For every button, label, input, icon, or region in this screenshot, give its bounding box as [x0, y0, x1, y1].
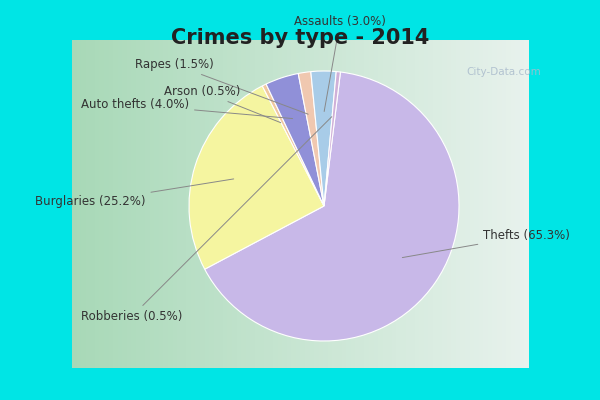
Text: Rapes (1.5%): Rapes (1.5%)	[134, 58, 308, 114]
Wedge shape	[205, 72, 459, 341]
Text: Auto thefts (4.0%): Auto thefts (4.0%)	[81, 98, 293, 118]
Wedge shape	[266, 74, 324, 206]
Text: Assaults (3.0%): Assaults (3.0%)	[294, 15, 386, 112]
Wedge shape	[311, 71, 336, 206]
Wedge shape	[298, 72, 324, 206]
Text: Robberies (0.5%): Robberies (0.5%)	[81, 117, 332, 323]
Text: City-Data.com: City-Data.com	[467, 67, 541, 77]
Wedge shape	[262, 84, 324, 206]
Text: Arson (0.5%): Arson (0.5%)	[164, 85, 281, 123]
Text: Thefts (65.3%): Thefts (65.3%)	[403, 229, 570, 258]
Text: Crimes by type - 2014: Crimes by type - 2014	[171, 28, 429, 48]
Text: Burglaries (25.2%): Burglaries (25.2%)	[35, 179, 233, 208]
Wedge shape	[189, 86, 324, 269]
Wedge shape	[324, 72, 340, 206]
